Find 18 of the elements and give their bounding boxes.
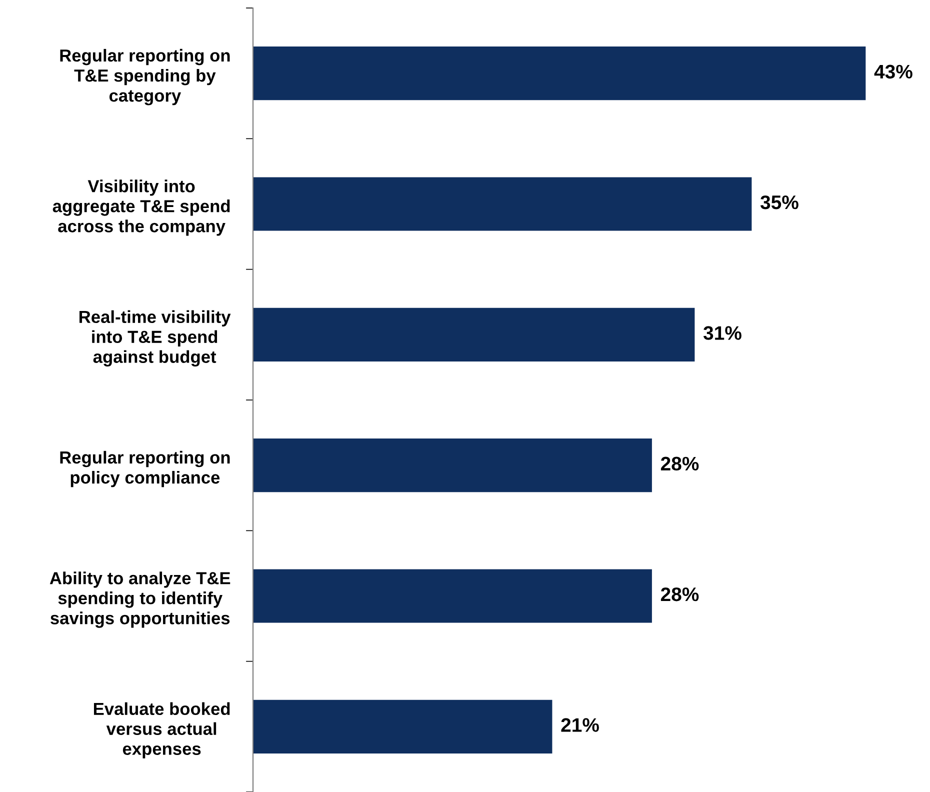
bar (253, 177, 752, 231)
y-tick-label: Real-time visibility into T&E spend against budget (80, 310, 231, 366)
bar (253, 46, 866, 100)
y-tick-label: Ability to analyze T&E spending to identify savings opportunities (50, 572, 230, 628)
y-tick-label: Evaluate booked versus actual expenses (94, 702, 230, 758)
y-tick-label: Regular reporting on policy compliance (60, 450, 230, 488)
data-label: 28% (660, 587, 699, 602)
data-label: 21% (561, 718, 599, 732)
bar (253, 569, 652, 623)
y-tick-label: Visibility into aggregate T&E spend across the company (52, 180, 230, 236)
data-label: 35% (760, 195, 798, 210)
data-label: 43% (874, 64, 912, 79)
data-label: 28% (660, 456, 699, 471)
bar (253, 308, 695, 362)
bar (253, 438, 652, 492)
bar (253, 700, 552, 754)
y-tick-label: Regular reporting on T&E spending by category (60, 48, 230, 106)
data-label: 31% (703, 326, 742, 340)
